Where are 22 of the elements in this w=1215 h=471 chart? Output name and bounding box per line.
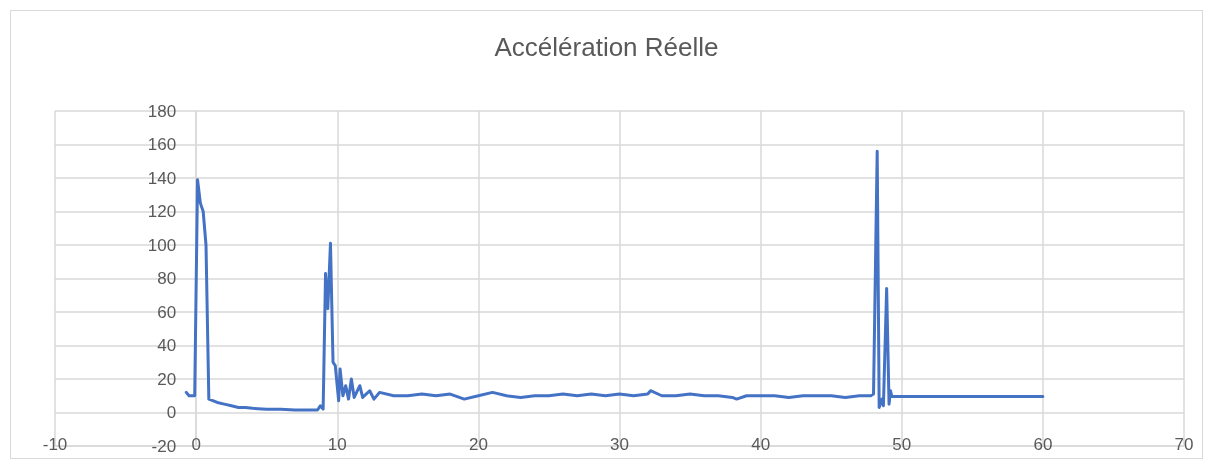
y-tick-label: 180 (147, 101, 177, 121)
y-tick-label: 100 (147, 235, 177, 255)
x-tick-label: 60 (1033, 435, 1053, 454)
x-tick-label: 20 (468, 435, 488, 454)
y-tick-label: 120 (147, 202, 177, 221)
y-tick-label: 80 (157, 269, 177, 288)
y-tick-label: 40 (157, 336, 177, 355)
y-tick-label: 160 (147, 135, 177, 154)
chart-title: Accélération Réelle (494, 32, 719, 62)
line-series (184, 149, 1045, 412)
y-tick-label: 0 (166, 403, 177, 422)
x-tick-label: -10 (42, 435, 68, 454)
x-tick-label: 30 (610, 435, 629, 454)
x-tick-label: 10 (327, 435, 347, 454)
x-tick-label: 70 (1174, 435, 1194, 454)
x-tick-label: 50 (892, 435, 912, 454)
x-tick-label: 40 (751, 435, 771, 454)
y-tick-label: -20 (151, 436, 177, 456)
y-tick-label: 140 (147, 168, 177, 188)
y-tick-label: 60 (157, 302, 177, 322)
x-tick-label: 0 (191, 435, 201, 454)
y-tick-label: 20 (157, 369, 177, 389)
